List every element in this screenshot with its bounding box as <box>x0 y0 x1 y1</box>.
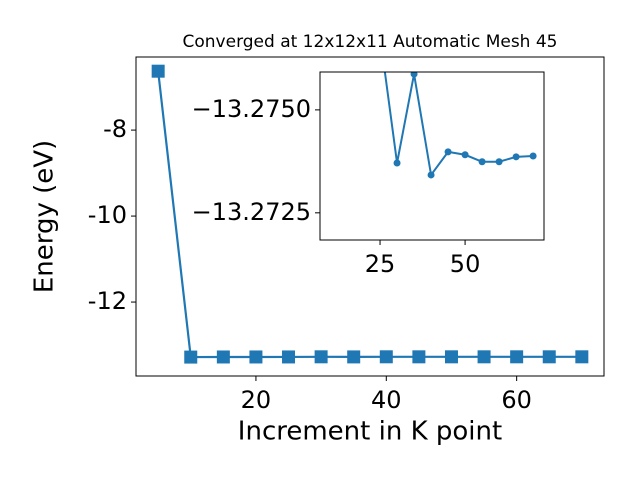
marker <box>282 350 296 364</box>
x-tick-label: 60 <box>501 386 532 414</box>
x-tick-label: 40 <box>371 386 402 414</box>
chart-title: Converged at 12x12x11 Automatic Mesh 45 <box>183 32 558 52</box>
marker <box>347 350 361 364</box>
y-tick-label: -8 <box>103 115 127 143</box>
y-axis-label: Energy (eV) <box>30 140 60 293</box>
marker <box>444 350 458 364</box>
marker <box>412 350 426 364</box>
marker <box>444 148 452 156</box>
marker <box>249 350 263 364</box>
y-tick-label: −13.2725 <box>192 198 311 226</box>
series-line <box>383 72 534 178</box>
y-tick-label: -10 <box>88 201 127 229</box>
marker <box>529 152 537 160</box>
x-tick-label: 25 <box>365 250 396 278</box>
marker <box>542 350 556 364</box>
marker <box>410 72 418 78</box>
marker <box>379 350 393 364</box>
plot-content <box>383 72 537 179</box>
x-axis-label: Increment in K point <box>238 417 502 447</box>
marker <box>151 64 165 78</box>
marker <box>393 159 401 167</box>
marker <box>478 158 486 166</box>
axes-frame <box>319 71 545 241</box>
marker <box>314 350 328 364</box>
marker <box>477 350 491 364</box>
plot-area <box>320 72 544 240</box>
marker <box>575 350 589 364</box>
y-tick-label: -12 <box>88 287 127 315</box>
marker <box>461 151 469 159</box>
marker <box>216 350 230 364</box>
marker <box>495 158 503 166</box>
plot-content <box>151 64 589 364</box>
marker <box>184 350 198 364</box>
x-tick-label: 50 <box>450 250 481 278</box>
marker <box>427 171 435 179</box>
y-tick-label: −13.2750 <box>192 95 311 123</box>
marker <box>510 350 524 364</box>
marker <box>512 153 520 161</box>
x-tick-label: 20 <box>241 386 272 414</box>
